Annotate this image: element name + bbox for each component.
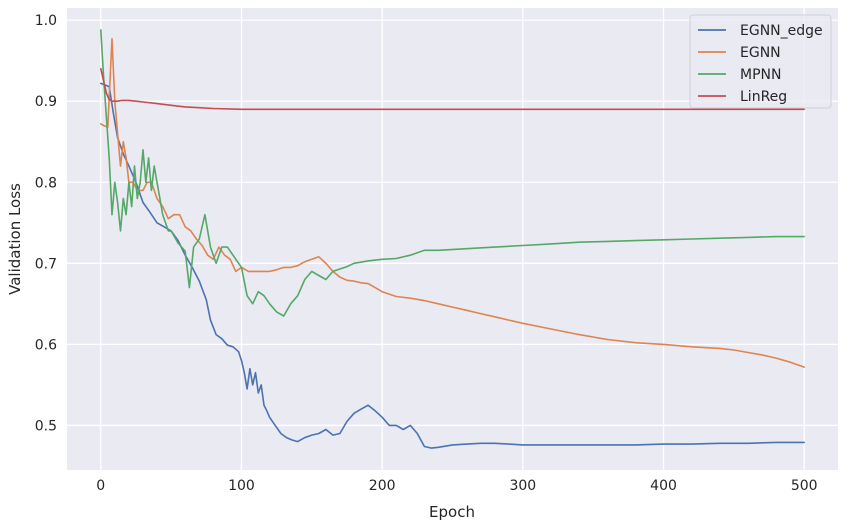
tick-labels: 0 100 200 300 400 500 0.5 0.6 0.7 0.8 0.9 1.0 [35, 13, 818, 494]
y-axis-label: Validation Loss [6, 183, 24, 295]
legend-label: LinReg [740, 89, 787, 105]
x-tick-label: 400 [650, 478, 677, 494]
y-tick-label: 0.6 [35, 337, 57, 353]
legend-label: MPNN [740, 67, 781, 83]
y-tick-label: 0.8 [35, 175, 57, 191]
legend-label: EGNN_edge [740, 23, 823, 39]
y-tick-label: 0.9 [35, 94, 57, 110]
x-tick-label: 300 [509, 478, 536, 494]
x-tick-label: 500 [791, 478, 818, 494]
y-tick-label: 0.5 [35, 418, 57, 434]
series-line-egnn [100, 37, 806, 368]
series-lines [100, 29, 806, 449]
x-tick-label: 0 [96, 478, 105, 494]
y-tick-label: 0.7 [35, 256, 57, 272]
series-line-mpnn [100, 29, 806, 317]
x-axis-label: Epoch [429, 503, 475, 521]
x-tick-label: 200 [369, 478, 396, 494]
legend: EGNN_edge EGNN MPNN LinReg [689, 14, 832, 109]
x-tick-label: 100 [228, 478, 255, 494]
legend-box [689, 14, 832, 109]
y-tick-label: 1.0 [35, 13, 57, 29]
series-line-linreg [100, 68, 806, 111]
legend-label: EGNN [740, 45, 781, 61]
